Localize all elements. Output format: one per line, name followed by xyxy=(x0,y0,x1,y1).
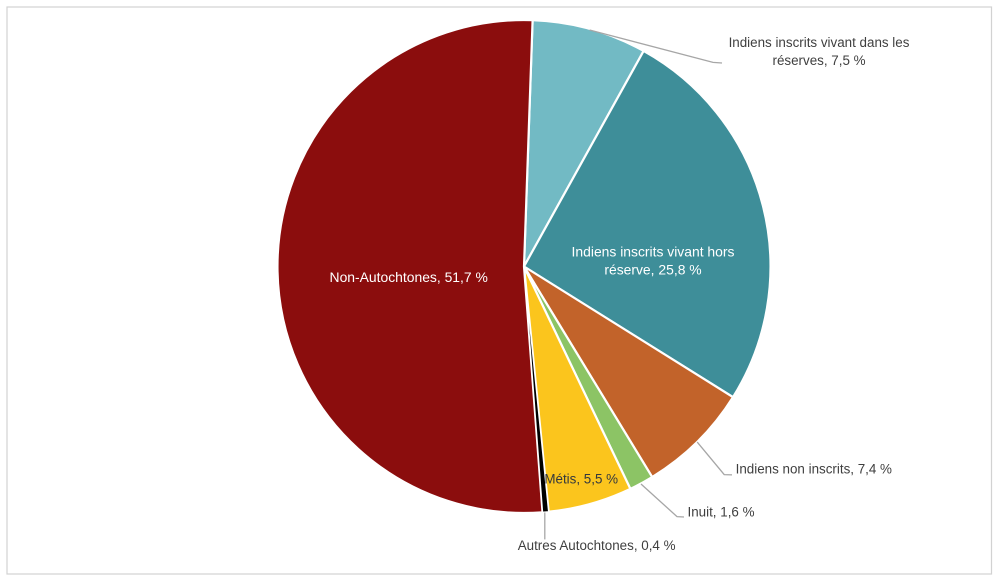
svg-text:Autres Autochtones, 0,4 %: Autres Autochtones, 0,4 % xyxy=(518,538,676,553)
svg-text:Indiens non inscrits, 7,4 %: Indiens non inscrits, 7,4 % xyxy=(736,461,892,476)
svg-text:réserve, 25,8 %: réserve, 25,8 % xyxy=(604,261,701,277)
svg-text:Non-Autochtones, 51,7 %: Non-Autochtones, 51,7 % xyxy=(330,269,488,285)
svg-text:Indiens inscrits vivant hors: Indiens inscrits vivant hors xyxy=(572,244,735,260)
svg-text:Indiens inscrits vivant dans l: Indiens inscrits vivant dans les xyxy=(729,35,910,50)
svg-text:Métis, 5,5 %: Métis, 5,5 % xyxy=(544,472,618,487)
svg-text:réserves, 7,5 %: réserves, 7,5 % xyxy=(772,53,865,68)
svg-text:Inuit, 1,6 %: Inuit, 1,6 % xyxy=(688,505,755,520)
